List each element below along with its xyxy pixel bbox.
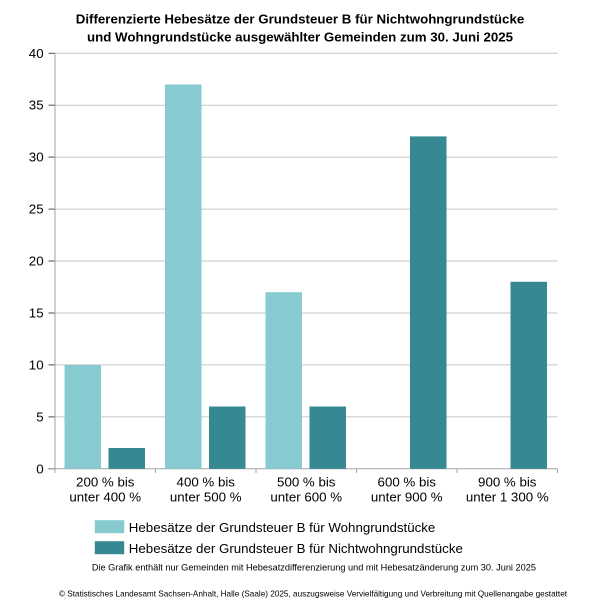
svg-text:5: 5: [36, 409, 43, 424]
svg-text:0: 0: [36, 461, 43, 476]
svg-text:Hebesätze der Grundsteuer B fü: Hebesätze der Grundsteuer B für Wohngrun…: [129, 520, 436, 535]
svg-text:20: 20: [29, 254, 44, 269]
svg-text:500 % bis: 500 % bis: [277, 474, 336, 489]
svg-text:© Statistisches Landesamt Sach: © Statistisches Landesamt Sachsen-Anhalt…: [59, 590, 568, 599]
svg-text:unter 900 %: unter 900 %: [371, 489, 443, 504]
svg-text:Differenzierte Hebesätze der G: Differenzierte Hebesätze der Grundsteuer…: [76, 11, 524, 26]
svg-text:900 % bis: 900 % bis: [478, 474, 537, 489]
svg-text:30: 30: [29, 150, 44, 165]
svg-text:unter 600 %: unter 600 %: [270, 489, 342, 504]
svg-text:Die Grafik enthält nur Gemeind: Die Grafik enthält nur Gemeinden mit Heb…: [92, 562, 536, 572]
svg-text:unter 1 300 %: unter 1 300 %: [466, 489, 549, 504]
svg-text:200 % bis: 200 % bis: [76, 474, 135, 489]
svg-text:unter 500 %: unter 500 %: [170, 489, 242, 504]
svg-text:und Wohngrundstücke ausgewählt: und Wohngrundstücke ausgewählter Gemeind…: [87, 29, 514, 44]
svg-text:600 % bis: 600 % bis: [378, 474, 437, 489]
svg-text:15: 15: [29, 306, 44, 321]
svg-text:40: 40: [29, 46, 44, 61]
svg-text:Hebesätze der Grundsteuer B fü: Hebesätze der Grundsteuer B für Nichtwoh…: [129, 541, 463, 556]
svg-text:10: 10: [29, 357, 44, 372]
svg-text:35: 35: [29, 98, 44, 113]
svg-text:unter 400 %: unter 400 %: [69, 489, 141, 504]
svg-text:400 % bis: 400 % bis: [177, 474, 236, 489]
svg-text:25: 25: [29, 202, 44, 217]
